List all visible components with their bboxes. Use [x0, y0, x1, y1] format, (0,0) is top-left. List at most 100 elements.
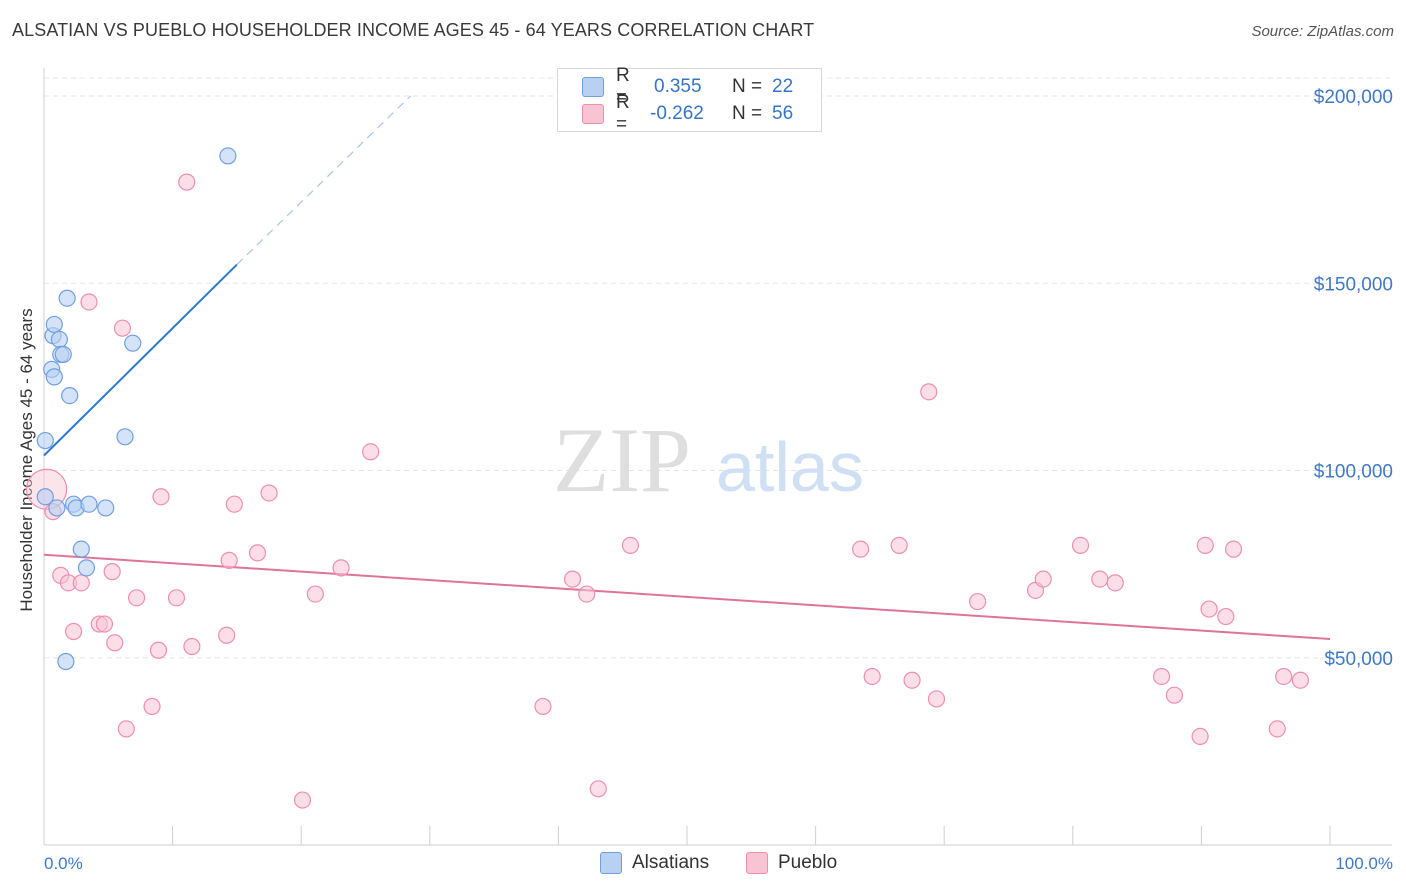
pueblo-point: [1217, 607, 1235, 626]
pueblo-point: [1291, 671, 1310, 689]
pueblo-point: [127, 589, 146, 607]
pueblo-point: [563, 570, 582, 588]
pueblo-point: [103, 563, 121, 581]
trend-lines: [43, 95, 1331, 641]
pueblo-point: [890, 536, 908, 555]
alsatians-points: [36, 147, 237, 671]
pueblo-point: [167, 589, 186, 607]
watermark: ZIP atlas: [553, 409, 864, 511]
x-tick-label-max: 100.0%: [1335, 854, 1393, 873]
pueblo-points: [25, 173, 1310, 809]
pueblo-point: [95, 615, 114, 633]
pueblo-point: [1268, 720, 1286, 738]
legend-row-alsatians: R = 0.355 N = 22: [582, 65, 793, 108]
pueblo-point: [248, 544, 267, 562]
alsatians-swatch: [582, 77, 604, 97]
pueblo-point: [260, 484, 278, 502]
chart-title: ALSATIAN VS PUEBLO HOUSEHOLDER INCOME AG…: [12, 20, 815, 40]
pueblo-point: [80, 293, 98, 311]
source-label: Source: ZipAtlas.com: [1251, 23, 1394, 40]
pueblo-point: [903, 671, 921, 689]
pueblo-point: [1152, 667, 1171, 686]
pueblo-point: [106, 634, 124, 652]
alsatians-point: [57, 652, 75, 671]
alsatians-legend-swatch: [600, 852, 622, 874]
pueblo-point: [117, 720, 135, 738]
pueblo-point: [920, 383, 938, 401]
pueblo-point: [621, 536, 640, 555]
alsatians-point: [58, 289, 76, 307]
x-ticks: [43, 826, 1331, 845]
alsatians-point: [116, 428, 134, 446]
legend-item-pueblo[interactable]: Pueblo: [746, 852, 837, 874]
pueblo-n-value: 56: [772, 103, 794, 124]
pueblo-point: [852, 540, 870, 558]
pueblo-point: [1106, 574, 1124, 592]
pueblo-legend-swatch: [746, 852, 768, 874]
alsatians-point: [97, 499, 115, 517]
alsatians-point: [48, 499, 66, 517]
y-tick-label: $100,000: [1314, 462, 1393, 483]
pueblo-point: [578, 585, 596, 603]
alsatians-point: [36, 431, 54, 450]
pueblo-r-label: R =: [616, 92, 630, 135]
correlation-legend: R = 0.355 N = 22 R = -0.262 N = 56: [557, 65, 822, 135]
series-legend: Alsatians Pueblo: [0, 852, 1406, 876]
pueblo-point: [306, 585, 324, 603]
pueblo-point: [1275, 667, 1293, 686]
pueblo-point: [332, 559, 350, 577]
x-tick-labels: 0.0% 100.0%: [44, 854, 1393, 873]
alsatians-point: [50, 330, 69, 349]
y-tick-label: $50,000: [1324, 649, 1393, 670]
pueblo-point: [1034, 570, 1052, 588]
alsatians-point: [77, 559, 96, 577]
alsatians-point: [219, 147, 237, 165]
pueblo-point: [113, 319, 132, 337]
alsatians-point: [72, 540, 90, 558]
pueblo-point: [143, 697, 161, 716]
alsatians-point: [124, 334, 142, 352]
y-tick-label: $150,000: [1314, 274, 1393, 295]
pueblo-point: [863, 667, 881, 686]
pueblo-point: [183, 637, 201, 656]
alsatians-trend-line: [43, 263, 238, 457]
gridlines: [44, 77, 1392, 659]
pueblo-point: [149, 641, 168, 659]
watermark-zip: ZIP: [553, 409, 691, 511]
pueblo-point: [1200, 600, 1218, 618]
pueblo-point: [225, 495, 243, 513]
pueblo-point: [1224, 540, 1243, 558]
pueblo-point: [1091, 570, 1109, 588]
pueblo-point: [178, 173, 196, 191]
pueblo-r-value: -0.262: [650, 103, 704, 124]
alsatians-point: [36, 488, 54, 506]
pueblo-point: [220, 551, 238, 569]
alsatians-point: [45, 315, 63, 334]
pueblo-point: [969, 592, 987, 611]
alsatians-point: [80, 495, 98, 513]
alsatians-r-value: 0.355: [654, 76, 702, 97]
alsatians-trend-extension: [236, 95, 411, 265]
pueblo-trend-line: [43, 553, 1331, 641]
alsatians-point: [61, 387, 79, 405]
alsatians-legend-label: Alsatians: [632, 852, 710, 873]
pueblo-point: [362, 443, 380, 461]
alsatians-point: [45, 368, 63, 386]
alsatians-n-label: N =: [732, 76, 763, 97]
watermark-atlas: atlas: [716, 428, 864, 506]
pueblo-point: [534, 697, 552, 716]
pueblo-point: [1071, 536, 1090, 555]
y-tick-label: $200,000: [1314, 87, 1393, 108]
pueblo-point: [72, 574, 90, 592]
pueblo-legend-label: Pueblo: [778, 852, 838, 873]
legend-item-alsatians[interactable]: Alsatians: [600, 852, 709, 874]
pueblo-point: [64, 622, 83, 641]
pueblo-point: [1165, 686, 1183, 704]
legend-row-pueblo: R = -0.262 N = 56: [582, 92, 794, 135]
pueblo-swatch: [582, 104, 604, 124]
pueblo-point: [1196, 536, 1214, 555]
pueblo-point: [927, 690, 946, 708]
alsatians-r-label: R =: [616, 65, 630, 108]
alsatians-point: [54, 345, 72, 364]
